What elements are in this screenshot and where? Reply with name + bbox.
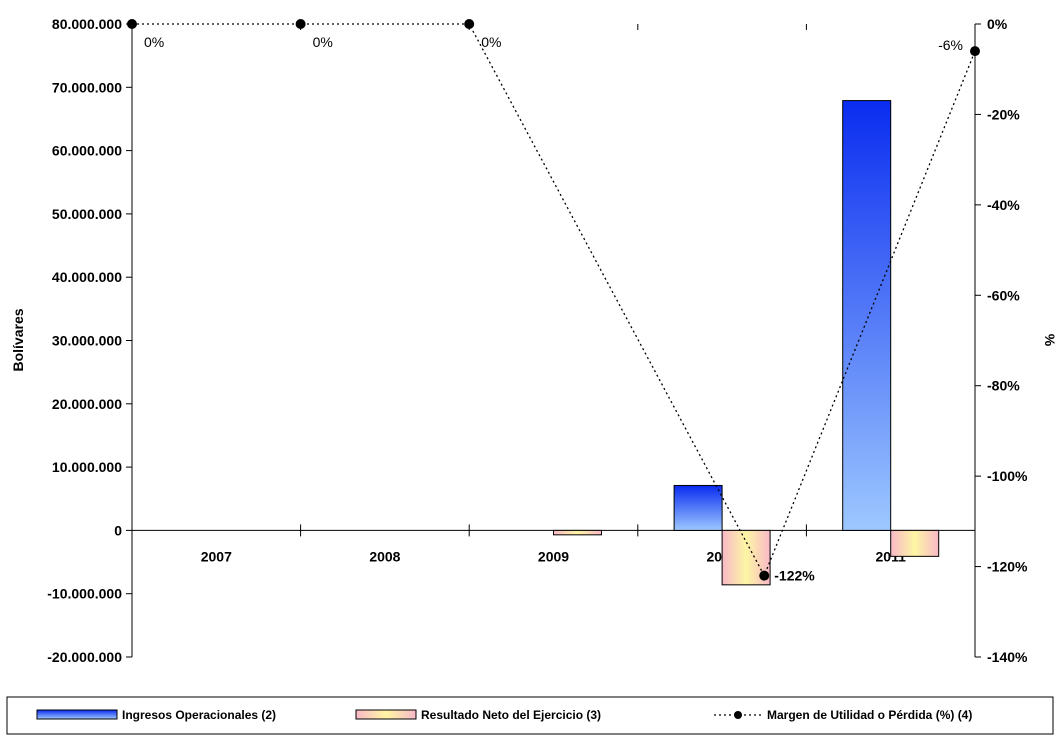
legend-swatch-ingresos — [36, 709, 118, 720]
y-tick-label: -10.000.000 — [47, 586, 122, 602]
legend-label-resultado: Resultado Neto del Ejercicio (3) — [421, 708, 601, 722]
margin-line — [127, 19, 980, 581]
legend: Ingresos Operacionales (2) Resultado Net… — [6, 696, 1054, 735]
bar-resultado — [553, 529, 602, 536]
y-tick-label: 10.000.000 — [52, 459, 122, 475]
y2-tick-label: -80% — [987, 378, 1020, 394]
x-tick-label: 2008 — [369, 548, 400, 564]
y2-tick-label: -100% — [987, 468, 1028, 484]
margin-point — [759, 570, 770, 581]
margin-point-label: 0% — [144, 34, 164, 50]
y2-axis-label-group: % — [1042, 334, 1058, 347]
y-tick-label: 30.000.000 — [52, 333, 122, 349]
margin-point — [464, 19, 475, 29]
legend-label-ingresos: Ingresos Operacionales (2) — [122, 708, 276, 722]
labels: 0% 0% 0% -122% -6% — [144, 34, 963, 584]
y2-tick-label: -120% — [987, 559, 1028, 575]
y-axis-label-group: Bolívares — [10, 308, 26, 371]
bar-resultado — [890, 529, 940, 557]
margin-point — [970, 46, 980, 57]
y-tick-label: 20.000.000 — [52, 396, 122, 412]
legend-box — [6, 696, 1054, 735]
y-tick-label: 80.000.000 — [52, 16, 122, 32]
y-tick-label: 0 — [114, 522, 122, 538]
y2-tick-label: -140% — [987, 649, 1028, 665]
x-tick-label: 2007 — [201, 548, 232, 564]
y-tick-label: -20.000.000 — [47, 649, 122, 665]
margin-polyline — [132, 23, 976, 578]
legend-swatch-margen-marker — [734, 711, 742, 719]
y2-tick-label: -40% — [987, 197, 1020, 213]
legend-label-margen: Margen de Utilidad o Pérdida (%) (4) — [767, 708, 972, 722]
y-tick-label: 50.000.000 — [52, 206, 122, 222]
y-axis-label: Bolívares — [10, 308, 26, 371]
axes: 80.000.000 70.000.000 60.000.000 50.000.000… — [47, 16, 1028, 665]
bars — [553, 100, 940, 586]
y-tick-label: 40.000.000 — [52, 269, 122, 285]
y2-tick-label: -60% — [987, 287, 1020, 303]
y-tick-label: 70.000.000 — [52, 79, 122, 95]
margin-point-label: 0% — [313, 34, 333, 50]
margin-point-label: 0% — [481, 34, 501, 50]
y2-tick-label: 0% — [987, 16, 1008, 32]
y-tick-label: 60.000.000 — [52, 143, 122, 159]
y2-tick-label: -20% — [987, 106, 1020, 122]
y2-axis-label: % — [1042, 334, 1058, 347]
margin-point-label: -122% — [774, 568, 815, 584]
x-tick-label: 2009 — [538, 548, 569, 564]
bar-ingresos — [842, 100, 892, 531]
bar-ingresos — [673, 484, 723, 531]
legend-swatch-resultado — [355, 709, 417, 720]
margin-point — [295, 19, 306, 29]
margin-point-label: -6% — [938, 37, 963, 53]
margin-point — [127, 19, 137, 29]
